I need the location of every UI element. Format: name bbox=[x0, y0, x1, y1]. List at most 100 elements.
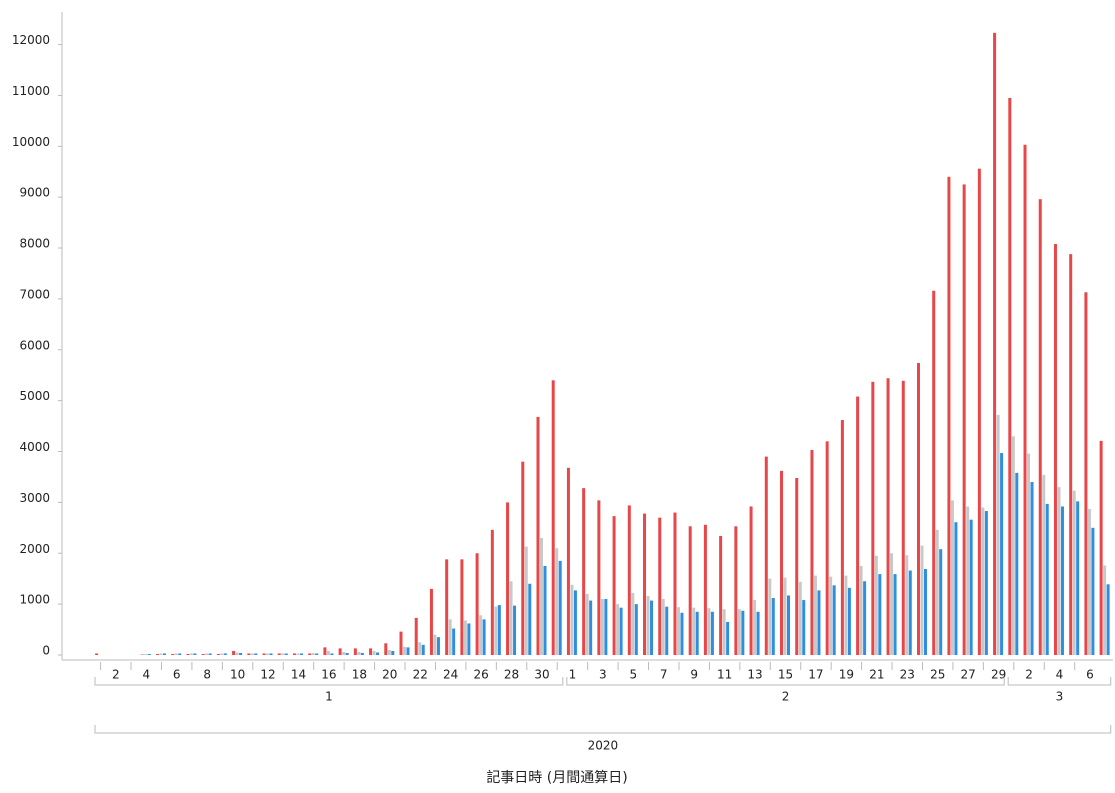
bar bbox=[847, 587, 851, 655]
bar bbox=[429, 588, 433, 655]
bar bbox=[802, 600, 806, 655]
bar bbox=[345, 652, 349, 655]
bar bbox=[863, 581, 867, 655]
bar bbox=[452, 628, 456, 655]
bar bbox=[262, 653, 266, 655]
bar bbox=[1069, 254, 1073, 655]
bar bbox=[798, 581, 802, 655]
bar bbox=[646, 595, 650, 655]
y-tick-label: 2000 bbox=[19, 542, 50, 556]
y-tick-label: 11000 bbox=[12, 84, 50, 98]
x-tick-label: 6 bbox=[1086, 668, 1094, 682]
bar bbox=[448, 619, 452, 655]
bar bbox=[832, 585, 836, 655]
bar bbox=[825, 441, 829, 655]
bar bbox=[908, 570, 912, 655]
bar bbox=[1038, 199, 1042, 655]
bar bbox=[357, 651, 361, 655]
bar bbox=[981, 507, 985, 655]
bar bbox=[189, 653, 193, 655]
bar bbox=[162, 653, 166, 655]
bar bbox=[266, 653, 270, 655]
bar bbox=[421, 644, 425, 655]
bar bbox=[616, 604, 620, 655]
x-tick-label: 30 bbox=[534, 668, 549, 682]
bar bbox=[482, 619, 486, 655]
bar bbox=[269, 653, 273, 655]
bar bbox=[292, 653, 296, 655]
bar bbox=[768, 578, 772, 655]
bar bbox=[1008, 97, 1012, 655]
bar bbox=[555, 548, 559, 655]
x-tick-label: 1 bbox=[569, 668, 577, 682]
x-tick-label: 7 bbox=[660, 668, 668, 682]
x-tick-label: 4 bbox=[142, 668, 150, 682]
x-tick-label: 11 bbox=[717, 668, 732, 682]
x-tick-label: 25 bbox=[930, 668, 945, 682]
y-tick-label: 7000 bbox=[19, 287, 50, 301]
bar bbox=[795, 477, 799, 655]
bar bbox=[966, 506, 970, 655]
bar bbox=[604, 599, 608, 655]
bar bbox=[566, 467, 570, 655]
bar bbox=[726, 621, 730, 655]
bar bbox=[144, 653, 148, 655]
bar bbox=[688, 526, 692, 655]
bar bbox=[1087, 508, 1091, 655]
bar bbox=[829, 576, 833, 655]
bar bbox=[406, 647, 410, 655]
bar bbox=[634, 604, 638, 655]
bar bbox=[600, 599, 604, 655]
bar bbox=[360, 652, 364, 655]
bar bbox=[418, 642, 422, 655]
bar bbox=[585, 593, 589, 655]
bar bbox=[710, 611, 714, 655]
bar bbox=[756, 611, 760, 655]
bar bbox=[463, 620, 467, 655]
bar bbox=[643, 513, 647, 655]
bar bbox=[342, 651, 346, 655]
bar bbox=[536, 416, 540, 655]
bar bbox=[391, 650, 395, 655]
bar bbox=[817, 590, 821, 655]
x-tick-label: 29 bbox=[991, 668, 1006, 682]
bar bbox=[223, 653, 227, 655]
bar bbox=[570, 584, 574, 655]
bar bbox=[901, 380, 905, 655]
x-tick-label: 4 bbox=[1056, 668, 1064, 682]
bar bbox=[692, 607, 696, 655]
bar bbox=[353, 648, 357, 655]
bar bbox=[871, 381, 875, 655]
bar bbox=[905, 555, 909, 655]
bar bbox=[950, 500, 954, 655]
bar bbox=[737, 609, 741, 655]
bar bbox=[1103, 565, 1107, 655]
bar bbox=[893, 574, 897, 655]
x-tick-label: 3 bbox=[599, 668, 607, 682]
bar bbox=[178, 653, 182, 655]
bar bbox=[323, 647, 327, 655]
bar bbox=[1023, 144, 1027, 655]
year-label: 2020 bbox=[588, 739, 619, 753]
bar bbox=[707, 608, 711, 655]
x-tick-label: 23 bbox=[900, 668, 915, 682]
bar bbox=[589, 600, 593, 655]
bar bbox=[719, 535, 723, 655]
bar bbox=[147, 653, 151, 655]
x-axis-title: 記事日時 (月間通算日) bbox=[486, 769, 627, 786]
bar bbox=[490, 529, 494, 655]
bar bbox=[695, 611, 699, 655]
y-tick-label: 0 bbox=[42, 644, 50, 658]
bar bbox=[387, 649, 391, 655]
y-tick-label: 12000 bbox=[12, 33, 50, 47]
bar bbox=[247, 653, 251, 655]
x-tick-label: 13 bbox=[747, 668, 762, 682]
x-tick-label: 14 bbox=[291, 668, 306, 682]
y-tick-label: 8000 bbox=[19, 237, 50, 251]
bar bbox=[497, 605, 501, 655]
bar bbox=[281, 653, 285, 655]
bar bbox=[1045, 503, 1049, 655]
y-tick-label: 10000 bbox=[12, 135, 50, 149]
bar bbox=[962, 184, 966, 655]
bar bbox=[878, 574, 882, 655]
